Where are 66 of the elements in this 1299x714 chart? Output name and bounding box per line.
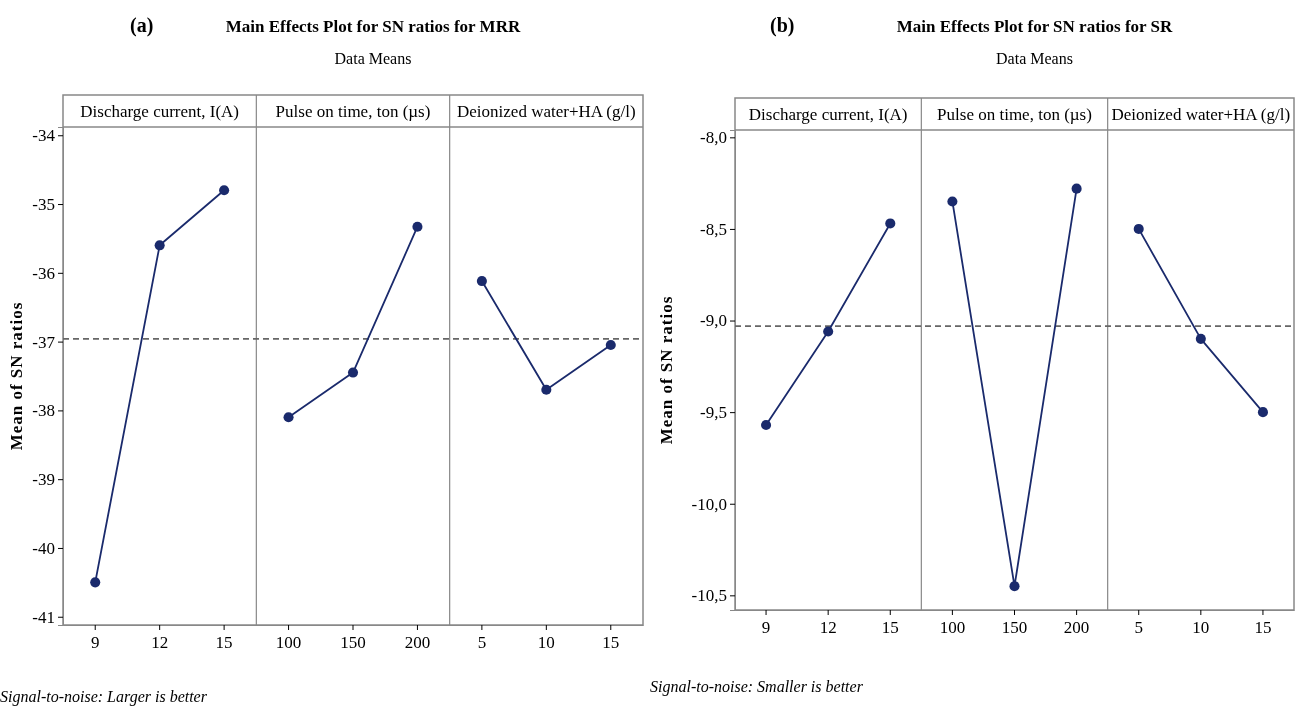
- y-tick-label: -41: [32, 607, 55, 627]
- point: [219, 185, 230, 196]
- x-tick-label: 10: [537, 633, 555, 653]
- y-tick-label: -40: [32, 538, 55, 558]
- point: [1133, 223, 1144, 234]
- point: [90, 577, 101, 588]
- y-axis-title: Mean of SN ratios: [7, 301, 26, 451]
- point: [605, 340, 616, 351]
- x-tick-label: 15: [602, 633, 620, 653]
- text: Signal-to-noise: Larger is better: [0, 688, 208, 706]
- x-tick-label: 150: [1001, 618, 1028, 638]
- x-tick-label: 15: [215, 633, 233, 653]
- x-tick-label: 9: [761, 618, 771, 638]
- y-tick-label: -36: [32, 263, 55, 283]
- x-tick-label: 100: [275, 633, 302, 653]
- x-tick-label: 5: [477, 633, 487, 653]
- point: [347, 367, 359, 378]
- text: (a): [130, 14, 154, 37]
- y-tick-label: -10,0: [691, 494, 727, 514]
- x-tick-label: 12: [151, 633, 169, 653]
- chart-title: Main Effects Plot for SN ratios for SR: [896, 17, 1174, 36]
- x-tick-label: 200: [404, 633, 431, 653]
- chart-subtitle: Data Means: [996, 50, 1073, 67]
- y-tick-label: -10,5: [691, 586, 727, 606]
- y-axis-title: Mean of SN ratios: [657, 295, 676, 445]
- point: [823, 326, 834, 337]
- point: [885, 218, 896, 229]
- point: [1195, 333, 1206, 344]
- text: Discharge current, I(A): [80, 102, 240, 121]
- y-tick-label: -9,0: [700, 311, 727, 331]
- text: Signal-to-noise: Smaller is better: [650, 678, 864, 696]
- x-tick-label: 150: [340, 633, 366, 653]
- point: [1071, 183, 1082, 194]
- x-tick-label: 12: [819, 618, 837, 638]
- text: (b): [770, 14, 795, 37]
- point: [761, 419, 772, 430]
- text: Discharge current, I(A): [748, 105, 908, 124]
- point: [412, 221, 423, 232]
- point: [476, 276, 487, 287]
- chart-title: Main Effects Plot for SN ratios for MRR: [225, 17, 521, 36]
- point: [541, 384, 552, 395]
- y-tick-label: -38: [32, 401, 55, 421]
- point: [283, 412, 294, 423]
- x-tick-label: 15: [1254, 618, 1272, 638]
- y-tick-label: -9,5: [700, 403, 727, 423]
- y-tick-label: -37: [32, 332, 56, 352]
- y-tick-label: -8,0: [700, 128, 727, 148]
- point: [1009, 581, 1020, 592]
- x-tick-label: 15: [881, 618, 899, 638]
- text: Deionized water+HA (g/l): [1111, 105, 1291, 124]
- text: Pulse on time, ton (µs): [937, 105, 1092, 124]
- x-tick-label: 9: [90, 633, 100, 653]
- y-tick-label: -39: [32, 470, 55, 490]
- x-tick-label: 5: [1134, 618, 1143, 638]
- text: Deionized water+HA (g/l): [457, 102, 636, 121]
- x-tick-label: 200: [1063, 618, 1090, 638]
- y-tick-label: -8,5: [700, 219, 727, 239]
- x-tick-label: 100: [939, 618, 966, 638]
- chart-subtitle: Data Means: [334, 50, 412, 67]
- x-tick-label: 10: [1192, 618, 1210, 638]
- point: [947, 196, 958, 207]
- y-tick-label: -35: [32, 194, 55, 214]
- point: [154, 240, 165, 251]
- text: Pulse on time, ton (µs): [275, 102, 431, 121]
- point: [1257, 407, 1268, 418]
- y-tick-label: -34: [32, 126, 56, 146]
